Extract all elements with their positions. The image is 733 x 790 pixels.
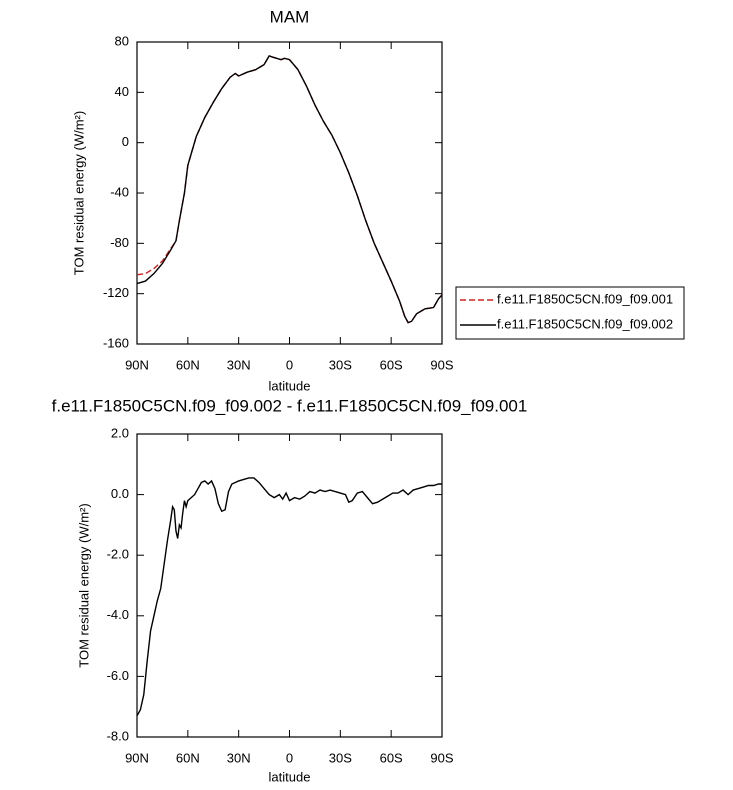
plot-frame bbox=[136, 433, 443, 738]
plot-frame bbox=[136, 41, 443, 345]
y-tick-label: 40 bbox=[115, 84, 129, 99]
x-tick-label: 60N bbox=[176, 750, 200, 765]
y-tick-label: -4.0 bbox=[107, 607, 129, 622]
x-tick-label: 60S bbox=[380, 357, 403, 372]
y-tick-label: -40 bbox=[110, 184, 129, 199]
x-tick-label: 30N bbox=[227, 357, 251, 372]
x-tick-label: 0 bbox=[286, 357, 293, 372]
y-tick-label: 80 bbox=[115, 33, 129, 48]
y-tick-label: -6.0 bbox=[107, 668, 129, 683]
y-tick-label: 0 bbox=[122, 134, 129, 149]
y-tick-label: -160 bbox=[103, 335, 129, 350]
y-axis-label: TOM residual energy (W/m²) bbox=[71, 111, 86, 275]
y-tick-label: -80 bbox=[110, 235, 129, 250]
y-tick-label: -120 bbox=[103, 285, 129, 300]
legend-label: f.e11.F1850C5CN.f09_f09.002 bbox=[497, 316, 673, 331]
legend-box bbox=[455, 286, 685, 340]
data-line bbox=[136, 54, 443, 324]
x-tick-label: 90N bbox=[125, 357, 149, 372]
data-line bbox=[136, 477, 442, 717]
y-tick-label: 2.0 bbox=[111, 425, 129, 440]
y-tick-label: -2.0 bbox=[107, 547, 129, 562]
x-axis-label: latitude bbox=[269, 378, 311, 393]
x-tick-label: 90N bbox=[125, 750, 149, 765]
chart-title: f.e11.F1850C5CN.f09_f09.002 - f.e11.F185… bbox=[52, 396, 528, 415]
y-tick-label: -8.0 bbox=[107, 728, 129, 743]
data-line bbox=[136, 54, 443, 324]
legend-label: f.e11.F1850C5CN.f09_f09.001 bbox=[497, 291, 673, 306]
x-tick-label: 60N bbox=[176, 357, 200, 372]
x-tick-label: 90S bbox=[430, 357, 453, 372]
x-tick-label: 30S bbox=[329, 750, 352, 765]
chart-title: MAM bbox=[270, 7, 310, 26]
x-tick-label: 30N bbox=[227, 750, 251, 765]
x-tick-label: 30S bbox=[329, 357, 352, 372]
x-tick-label: 60S bbox=[380, 750, 403, 765]
x-axis-label: latitude bbox=[269, 769, 311, 784]
y-axis-label: TOM residual energy (W/m²) bbox=[76, 503, 91, 667]
x-tick-label: 0 bbox=[286, 750, 293, 765]
x-tick-label: 90S bbox=[430, 750, 453, 765]
y-tick-label: 0.0 bbox=[111, 486, 129, 501]
